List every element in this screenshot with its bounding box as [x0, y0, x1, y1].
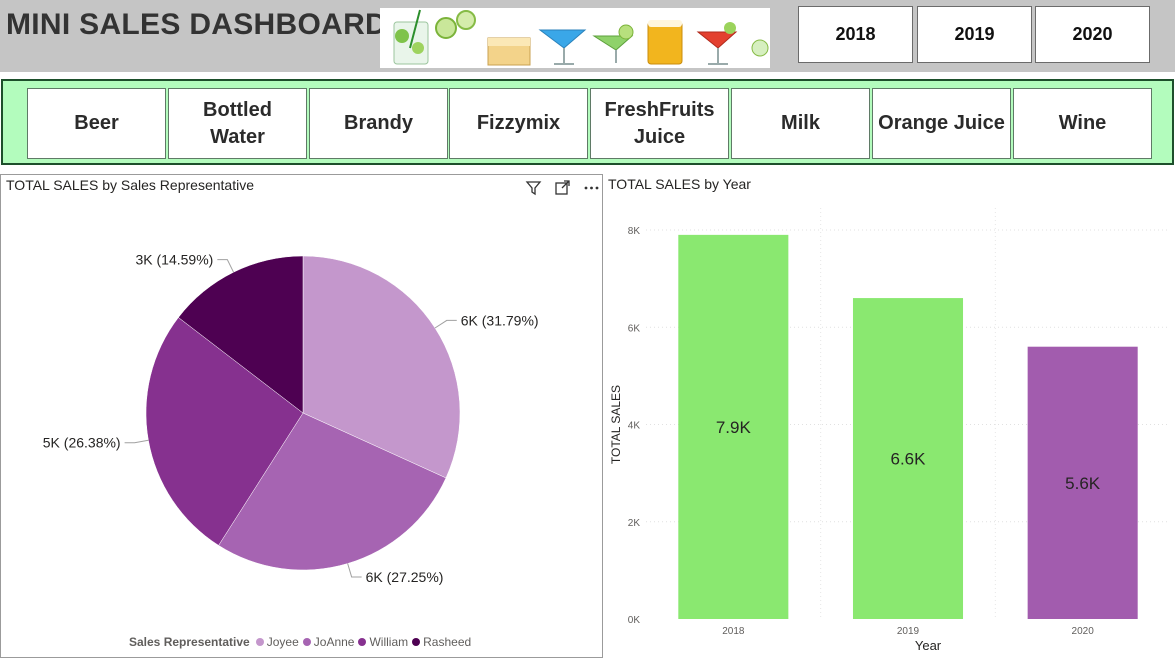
legend-label: William — [369, 635, 409, 649]
pie-data-label-rasheed: 3K (14.59%) — [136, 252, 214, 268]
x-tick-label: 2018 — [722, 626, 745, 637]
legend-dot — [358, 638, 367, 646]
drinks-banner-image — [380, 8, 770, 68]
pie-data-label-joanne: 6K (27.25%) — [366, 569, 444, 585]
bar-data-label-2018: 7.9K — [716, 418, 752, 437]
y-tick-label: 0K — [628, 615, 641, 626]
more-options-icon[interactable] — [583, 179, 600, 196]
year-button-2018[interactable]: 2018 — [798, 6, 913, 63]
y-tick-label: 6K — [628, 323, 641, 334]
visual-header-icons — [525, 179, 600, 196]
legend-dot — [302, 638, 311, 646]
dashboard-title: MINI SALES DASHBOARD — [6, 8, 388, 41]
product-button-orange-juice[interactable]: Orange Juice — [872, 88, 1011, 159]
pie-chart-visual[interactable]: TOTAL SALES by Sales Representative 6K (… — [0, 174, 603, 658]
y-tick-label: 2K — [628, 518, 641, 529]
year-button-2019[interactable]: 2019 — [917, 6, 1032, 63]
x-tick-label: 2020 — [1072, 626, 1095, 637]
legend-item-rasheed[interactable]: Rasheed — [412, 635, 471, 649]
pie-legend: Sales Representative Joyee JoAnne Willia… — [129, 635, 475, 649]
pie-leader-line — [347, 563, 362, 578]
bar-data-label-2020: 5.6K — [1065, 474, 1101, 493]
pie-chart-title: TOTAL SALES by Sales Representative — [6, 177, 254, 193]
bar-chart-plot: 0K 2K 4K 6K 8K 7.9K 2018 6.6K 2019 5.6K 2020 Year TO… — [609, 208, 1170, 653]
legend-label: JoAnne — [313, 635, 355, 649]
product-button-fizzymix[interactable]: Fizzymix — [449, 88, 588, 159]
dashboard-header: MINI SALES DASHBOARD — [0, 0, 1175, 72]
y-axis-title: TOTAL SALES — [609, 385, 623, 464]
product-button-beer[interactable]: Beer — [27, 88, 166, 159]
legend-item-joanne[interactable]: JoAnne — [302, 635, 355, 649]
product-button-brandy[interactable]: Brandy — [309, 88, 448, 159]
year-button-2020[interactable]: 2020 — [1035, 6, 1150, 63]
legend-item-william[interactable]: William — [358, 635, 408, 649]
legend-dot — [412, 638, 421, 646]
pie-leader-line — [124, 439, 149, 444]
x-axis-title: Year — [915, 638, 942, 653]
product-button-freshfruits-juice[interactable]: FreshFruits Juice — [590, 88, 729, 159]
bar-chart-title: TOTAL SALES by Year — [608, 176, 751, 192]
product-button-bottled-water[interactable]: Bottled Water — [168, 88, 307, 159]
legend-title: Sales Representative — [129, 635, 250, 649]
bar-data-label-2019: 6.6K — [891, 450, 927, 469]
product-slicer: Beer Bottled Water Brandy Fizzymix Fresh… — [1, 79, 1174, 165]
pie-data-label-joyee: 6K (31.79%) — [461, 312, 539, 328]
pie-leader-line — [217, 259, 234, 273]
product-button-milk[interactable]: Milk — [731, 88, 870, 159]
legend-item-joyee[interactable]: Joyee — [255, 635, 299, 649]
x-tick-label: 2019 — [897, 626, 920, 637]
pie-data-label-william: 5K (26.38%) — [43, 435, 121, 451]
y-tick-label: 8K — [628, 226, 641, 237]
bar-2020[interactable] — [1027, 346, 1138, 619]
bar-chart-visual[interactable]: TOTAL SALES by Year 0K 2K 4K 6K 8K 7.9K 2018 6.… — [604, 174, 1175, 658]
filter-icon[interactable] — [525, 179, 542, 196]
y-tick-label: 4K — [628, 421, 641, 432]
legend-label: Rasheed — [423, 635, 472, 649]
pie-slice-joanne[interactable] — [218, 412, 447, 571]
bar-2018[interactable] — [678, 234, 789, 620]
pie-chart-plot: 6K (31.79%) 6K (27.25%) 5K (26.38%) 3K (14.… — [43, 252, 539, 585]
pie-slice-joyee[interactable] — [302, 255, 461, 479]
pie-slice-william[interactable] — [145, 317, 304, 546]
focus-mode-icon[interactable] — [554, 179, 571, 196]
pie-leader-line — [434, 319, 457, 329]
bar-2019[interactable] — [852, 298, 964, 619]
product-button-wine[interactable]: Wine — [1013, 88, 1152, 159]
legend-dot — [255, 638, 264, 646]
legend-label: Joyee — [266, 635, 299, 649]
